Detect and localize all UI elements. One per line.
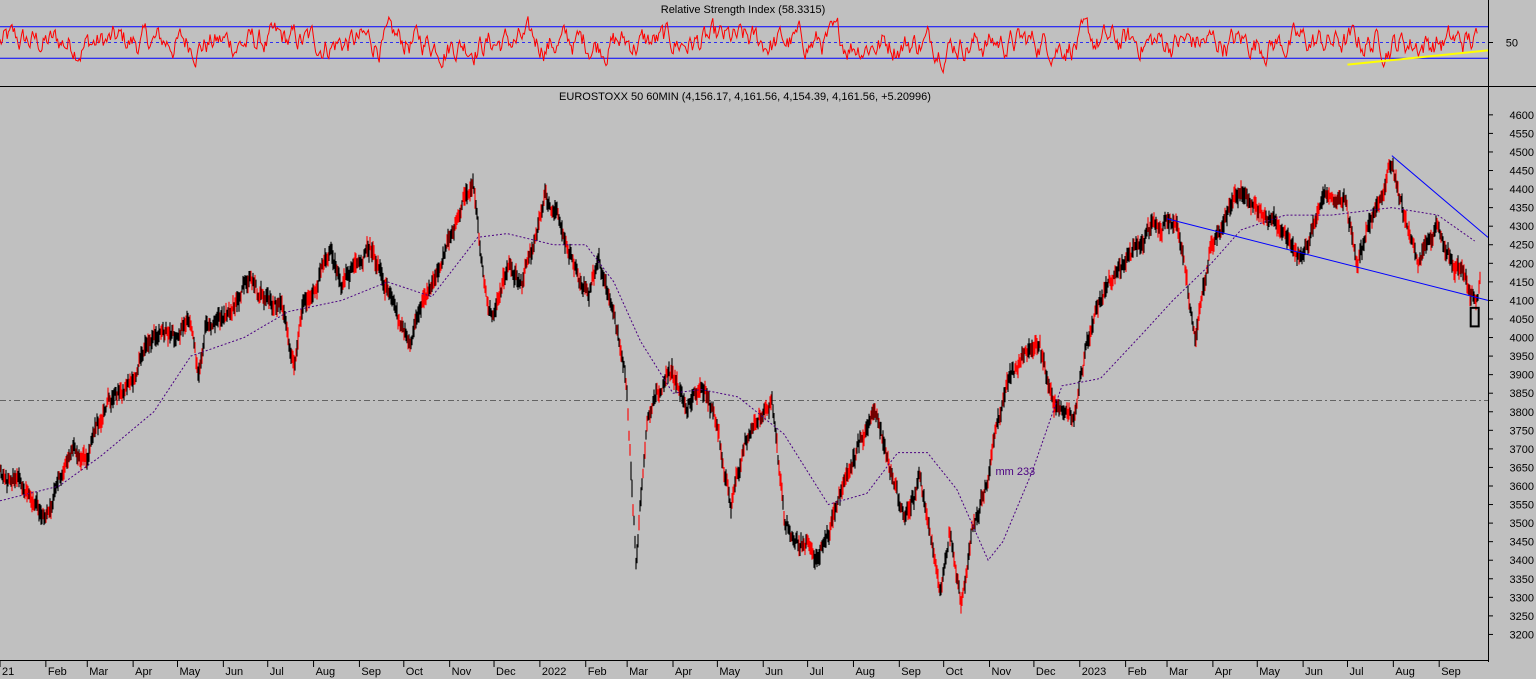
x-tick-label: Sep (901, 666, 921, 678)
price-y-tick-label: 4600 (1510, 110, 1534, 122)
price-y-tick-label: 3700 (1510, 444, 1534, 456)
price-y-tick-label: 4100 (1510, 295, 1534, 307)
price-y-tick-label: 4250 (1510, 240, 1534, 252)
x-tick-label: Feb (588, 666, 607, 678)
x-tick-label: May (719, 666, 740, 678)
price-y-tick-label: 4400 (1510, 184, 1534, 196)
x-tick-label: Feb (1128, 666, 1147, 678)
x-axis: 21 Feb Mar Apr May Jun Jul Aug Sep Oct Nov Dec 2022 F… (0, 661, 1461, 678)
x-tick-label: Jul (1349, 666, 1363, 678)
rsi-y-tick-label: 50 (1506, 38, 1518, 50)
x-tick-label: Sep (361, 666, 381, 678)
price-y-tick-label: 4550 (1510, 128, 1534, 140)
trendline-2 (1391, 155, 1489, 238)
rsi-trendline (1347, 49, 1489, 66)
price-bars (0, 157, 1481, 614)
price-bars-up (0, 157, 1479, 597)
x-tick-label: May (179, 666, 200, 678)
ma-annotation-label: mm 233 (995, 466, 1035, 478)
trendline-1 (1166, 218, 1489, 301)
x-tick-label: Dec (1036, 666, 1056, 678)
x-tick-label: Apr (135, 666, 152, 678)
price-y-tick-label: 4050 (1510, 314, 1534, 326)
price-y-tick-label: 4500 (1510, 147, 1534, 159)
x-tick-label: May (1259, 666, 1280, 678)
price-y-tick-label: 3400 (1510, 555, 1534, 567)
x-tick-label: Sep (1441, 666, 1461, 678)
price-y-tick-label: 3850 (1510, 388, 1534, 400)
x-tick-label: Jul (810, 666, 824, 678)
x-tick-label: Feb (48, 666, 67, 678)
price-y-tick-label: 3800 (1510, 407, 1534, 419)
x-tick-label: Nov (992, 666, 1012, 678)
rsi-panel: Relative Strength Index (58.3315) 50 (0, 0, 1518, 85)
rsi-title: Relative Strength Index (58.3315) (661, 4, 826, 16)
rsi-y-axis: 50 (1488, 38, 1518, 50)
price-y-tick-label: 3650 (1510, 462, 1534, 474)
x-tick-label: Dec (496, 666, 516, 678)
price-y-tick-label: 4450 (1510, 166, 1534, 178)
price-y-tick-label: 4350 (1510, 203, 1534, 215)
x-tick-label: 2022 (542, 666, 566, 678)
x-tick-label: Apr (675, 666, 692, 678)
price-y-tick-label: 4300 (1510, 221, 1534, 233)
x-tick-label: Jul (270, 666, 284, 678)
price-y-tick-label: 3950 (1510, 351, 1534, 363)
price-plot-area: mm 233 (0, 155, 1489, 614)
x-tick-label: Mar (1169, 666, 1188, 678)
x-tick-label: Nov (452, 666, 472, 678)
price-y-tick-label: 3350 (1510, 574, 1534, 586)
price-y-tick-label: 4150 (1510, 277, 1534, 289)
x-tick-label: Mar (629, 666, 648, 678)
price-y-tick-label: 3450 (1510, 537, 1534, 549)
price-bars-down (0, 159, 1481, 614)
x-tick-label: Apr (1215, 666, 1232, 678)
x-tick-label: Aug (855, 666, 875, 678)
price-y-tick-label: 3550 (1510, 500, 1534, 512)
x-tick-label: Jun (1305, 666, 1323, 678)
price-panel: mm 233 EUROSTOXX 50 60MIN (4,156.17, 4,1… (0, 91, 1534, 641)
x-tick-label: Oct (406, 666, 423, 678)
price-y-tick-label: 3500 (1510, 518, 1534, 530)
price-y-tick-label: 3600 (1510, 481, 1534, 493)
x-tick-label: Jun (765, 666, 783, 678)
x-tick-label: 21 (2, 666, 14, 678)
rsi-line (0, 15, 1478, 75)
highlight-box (1469, 306, 1480, 328)
x-tick-label: 2023 (1082, 666, 1106, 678)
price-title: EUROSTOXX 50 60MIN (4,156.17, 4,161.56, … (559, 91, 931, 103)
x-tick-label: Jun (225, 666, 243, 678)
x-tick-label: Aug (1395, 666, 1415, 678)
price-y-tick-label: 4000 (1510, 333, 1534, 345)
x-tick-label: Oct (946, 666, 963, 678)
x-tick-label: Mar (89, 666, 108, 678)
price-y-tick-label: 4200 (1510, 258, 1534, 270)
rsi-plot-area (0, 15, 1489, 75)
moving-average-line (0, 207, 1475, 562)
price-y-tick-label: 3900 (1510, 370, 1534, 382)
x-tick-label: Aug (316, 666, 336, 678)
price-y-tick-label: 3200 (1510, 629, 1534, 641)
price-y-tick-label: 3750 (1510, 425, 1534, 437)
price-y-axis: 4600 4550 4500 4450 4400 4350 4300 4250 4200 4150… (1488, 110, 1534, 641)
price-y-tick-label: 3250 (1510, 611, 1534, 623)
price-y-tick-label: 3300 (1510, 592, 1534, 604)
